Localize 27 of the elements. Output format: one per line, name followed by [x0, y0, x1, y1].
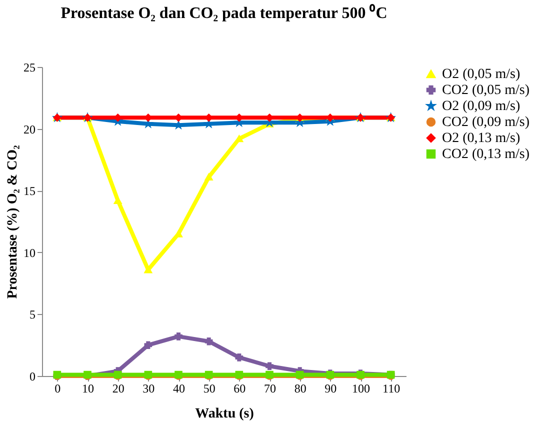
y-tick-label: 10: [24, 246, 36, 260]
y-tick-label: 25: [24, 60, 36, 74]
y-tick-label: 5: [30, 308, 36, 322]
x-tick-label: 0: [54, 382, 61, 396]
legend-label: CO2 (0,13 m/s): [442, 147, 530, 162]
x-tick-label: 60: [234, 382, 246, 396]
x-tick-label: 40: [173, 382, 185, 396]
x-tick-label: 90: [324, 382, 337, 396]
legend-label: CO2 (0,09 m/s): [442, 115, 530, 130]
x-tick-label: 30: [142, 382, 155, 396]
chart-title: Prosentase O₂ dan CO₂ pada temperatur 500 ⁰C: [60, 4, 388, 22]
x-tick-label: 70: [264, 382, 276, 396]
y-axis-title: Prosentase (%) O₂ & CO₂: [6, 145, 20, 299]
x-tick-label: 100: [352, 382, 370, 396]
y-tick-label: 15: [24, 184, 36, 198]
legend-label: CO2 (0,05 m/s): [442, 83, 530, 98]
legend-label: O2 (0,09 m/s): [442, 99, 520, 114]
x-tick-label: 50: [203, 382, 216, 396]
y-tick-label: 0: [30, 370, 36, 384]
legend-label: O2 (0,05 m/s): [442, 67, 520, 82]
x-tick-label: 20: [112, 382, 124, 396]
x-tick-label: 80: [294, 382, 306, 396]
x-axis-title: Waktu (s): [195, 406, 254, 422]
legend-label: O2 (0,13 m/s): [442, 131, 520, 146]
x-tick-label: 110: [382, 382, 400, 396]
x-tick-label: 10: [82, 382, 94, 396]
y-tick-label: 20: [24, 122, 36, 136]
